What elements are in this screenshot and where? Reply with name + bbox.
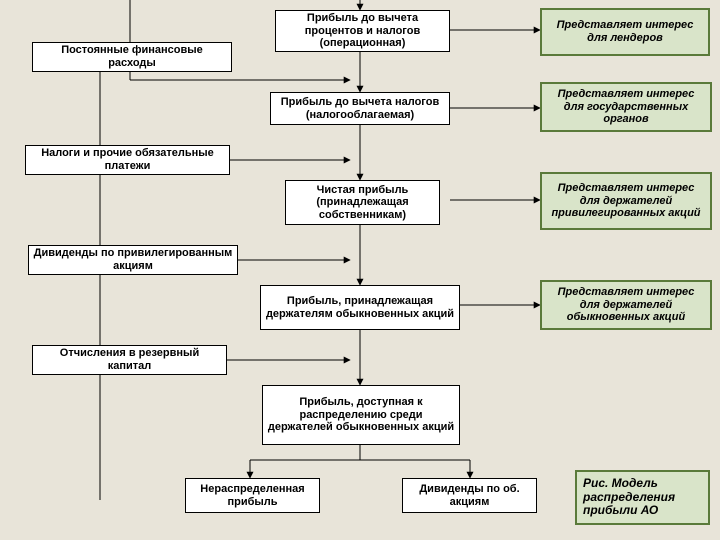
node-c2: Прибыль до вычета налогов (налогооблагае… <box>270 92 450 125</box>
node-c3: Чистая прибыль (принадлежащая собственни… <box>285 180 440 225</box>
node-label: Прибыль до вычета процентов и налогов (о… <box>280 12 445 50</box>
node-label: Прибыль до вычета налогов (налогооблагае… <box>275 96 445 121</box>
node-c4: Прибыль, принадлежащая держателям обыкно… <box>260 285 460 330</box>
interest-label: Представляет интерес для держателей обык… <box>548 286 704 324</box>
node-label: Прибыль, доступная к распределению среди… <box>267 396 455 434</box>
node-label: Налоги и прочие обязательные платежи <box>30 147 225 172</box>
interest-label: Представляет интерес для держателей прив… <box>548 182 704 220</box>
node-label: Прибыль, принадлежащая держателям обыкно… <box>265 295 455 320</box>
node-label: Отчисления в резервный капитал <box>37 347 222 372</box>
interest-i4: Представляет интерес для держателей обык… <box>540 280 712 330</box>
interest-label: Представляет интерес для лендеров <box>548 19 702 44</box>
node-left1: Постоянные финансовые расходы <box>32 42 232 72</box>
node-left3: Дивиденды по привилегированным акциям <box>28 245 238 275</box>
node-c5: Прибыль, доступная к распределению среди… <box>262 385 460 445</box>
node-label: Постоянные финансовые расходы <box>37 44 227 69</box>
node-c1: Прибыль до вычета процентов и налогов (о… <box>275 10 450 52</box>
node-left4: Отчисления в резервный капитал <box>32 345 227 375</box>
node-label: Дивиденды по привилегированным акциям <box>33 247 233 272</box>
node-b1: Нераспределенная прибыль <box>185 478 320 513</box>
node-label: Чистая прибыль (принадлежащая собственни… <box>290 184 435 222</box>
interest-i1: Представляет интерес для лендеров <box>540 8 710 56</box>
figure-caption: Рис. Модель распределения прибыли АО <box>575 470 710 525</box>
interest-i2: Представляет интерес для государственных… <box>540 82 712 132</box>
interest-label: Представляет интерес для государственных… <box>548 88 704 126</box>
interest-i3: Представляет интерес для держателей прив… <box>540 172 712 230</box>
node-label: Дивиденды по об. акциям <box>407 483 532 508</box>
caption-text: Рис. Модель распределения прибыли АО <box>583 477 702 518</box>
node-left2: Налоги и прочие обязательные платежи <box>25 145 230 175</box>
node-b2: Дивиденды по об. акциям <box>402 478 537 513</box>
node-label: Нераспределенная прибыль <box>190 483 315 508</box>
